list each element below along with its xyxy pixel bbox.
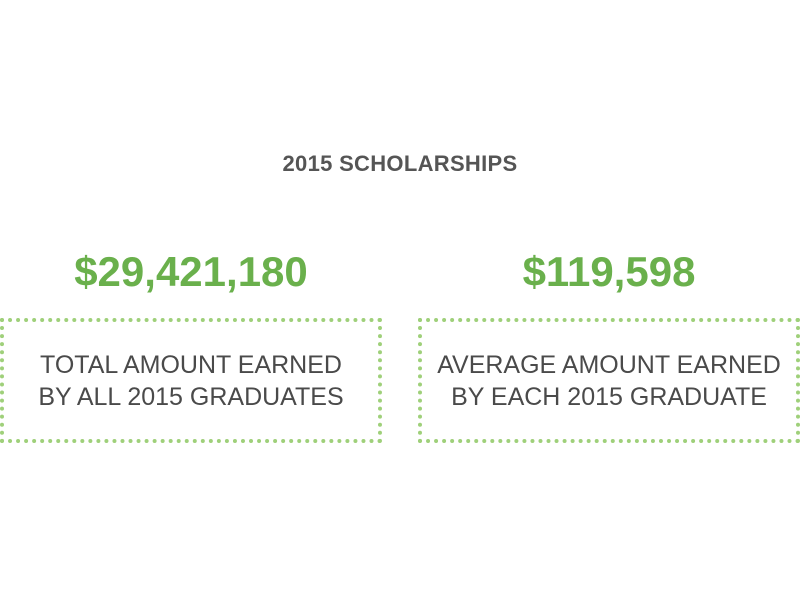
average-amount-label-line2: BY EACH 2015 GRADUATE <box>451 382 767 411</box>
total-amount-label-line2: BY ALL 2015 GRADUATES <box>38 382 344 411</box>
total-amount-value: $29,421,180 <box>74 248 308 295</box>
average-amount-label: AVERAGE AMOUNT EARNED BY EACH 2015 GRADU… <box>437 349 781 413</box>
total-amount-label-line1: TOTAL AMOUNT EARNED <box>40 350 342 379</box>
average-amount-value: $119,598 <box>522 248 696 295</box>
page-title: 2015 SCHOLARSHIPS <box>282 151 518 176</box>
average-amount-label-line1: AVERAGE AMOUNT EARNED <box>437 350 781 379</box>
total-amount-box: TOTAL AMOUNT EARNED BY ALL 2015 GRADUATE… <box>0 318 382 443</box>
total-amount-label: TOTAL AMOUNT EARNED BY ALL 2015 GRADUATE… <box>38 349 343 413</box>
average-amount-box: AVERAGE AMOUNT EARNED BY EACH 2015 GRADU… <box>418 318 800 443</box>
